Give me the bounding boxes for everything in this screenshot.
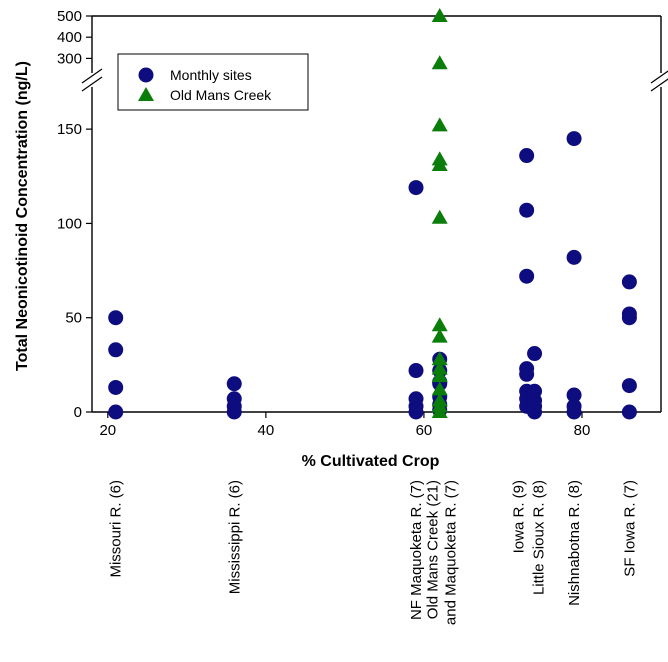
- x-tick-label: 20: [99, 422, 116, 439]
- legend: Monthly sites Old Mans Creek: [117, 53, 309, 111]
- axis-break-left: [81, 68, 103, 92]
- y-tick-label: 150: [57, 121, 82, 138]
- x-tick-label: 40: [258, 422, 275, 439]
- axes: [81, 15, 668, 413]
- y-tick-label: 300: [57, 50, 82, 67]
- legend-old-mans-creek-marker: [138, 87, 154, 101]
- site-label: Iowa R. (9): [511, 480, 528, 553]
- monthly-site-point: [527, 346, 543, 362]
- old-mans-creek-point: [431, 8, 448, 22]
- monthly-site-point: [519, 268, 535, 284]
- old-mans-creek-point: [431, 351, 448, 366]
- monthly-site-point: [621, 378, 637, 394]
- monthly-site-point: [108, 310, 124, 326]
- old-mans-creek-point: [431, 368, 448, 383]
- legend-label: Old Mans Creek: [170, 87, 272, 103]
- legend-label: Monthly sites: [170, 67, 252, 83]
- old-mans-creek-point: [431, 209, 448, 224]
- monthly-site-point: [226, 376, 242, 392]
- y-tick-label: 500: [57, 8, 82, 25]
- monthly-site-point: [408, 391, 424, 407]
- monthly-site-point: [226, 391, 242, 407]
- y-tick-label: 100: [57, 215, 82, 232]
- y-tick-label: 400: [57, 29, 82, 46]
- monthly-site-point: [621, 274, 637, 290]
- old-mans-creek-point: [431, 55, 448, 70]
- old-mans-creek-point: [431, 151, 448, 166]
- monthly-site-point: [108, 342, 124, 358]
- tick-group: 20 40 60 80 0 50 100 150 300 400 500: [57, 8, 590, 439]
- site-label: Mississippi R. (6): [226, 480, 243, 594]
- monthly-site-point: [408, 180, 424, 196]
- y-axis-label: Total Neonicotinoid Concentration (ng/L): [14, 61, 31, 371]
- monthly-site-point: [566, 131, 582, 147]
- site-labels: Missouri R. (6) Mississippi R. (6) NF Maqu…: [108, 480, 639, 625]
- x-tick-label: 60: [416, 422, 433, 439]
- monthly-site-point: [527, 383, 543, 399]
- site-label: and Maquoketa R. (7): [443, 480, 460, 625]
- y-tick-label: 0: [74, 404, 82, 421]
- y-tick-label: 50: [65, 310, 82, 327]
- old-mans-creek-point: [431, 317, 448, 332]
- legend-monthly-marker: [138, 67, 154, 83]
- site-label: Nishnabotna R. (8): [566, 480, 583, 606]
- data-points: [108, 8, 637, 420]
- site-label: NF Maquoketa R. (7): [408, 480, 425, 620]
- monthly-site-point: [621, 404, 637, 420]
- x-tick-label: 80: [574, 422, 591, 439]
- monthly-site-point: [519, 361, 535, 377]
- monthly-site-point: [519, 202, 535, 218]
- old-mans-creek-point: [431, 328, 448, 343]
- old-mans-creek-point: [431, 360, 448, 375]
- monthly-site-point: [566, 249, 582, 265]
- monthly-site-point: [566, 387, 582, 403]
- monthly-site-point: [408, 363, 424, 379]
- site-label: Old Mans Creek (21): [425, 480, 442, 619]
- old-mans-creek-point: [431, 392, 448, 407]
- site-label: Missouri R. (6): [108, 480, 125, 578]
- old-mans-creek-point: [431, 381, 448, 396]
- monthly-site-point: [566, 398, 582, 414]
- old-mans-creek-point: [431, 117, 448, 132]
- monthly-site-point: [108, 404, 124, 420]
- site-label: Little Sioux R. (8): [531, 480, 548, 595]
- axis-break-right: [650, 70, 668, 92]
- monthly-site-point: [108, 379, 124, 395]
- monthly-site-point: [519, 148, 535, 164]
- site-label: SF Iowa R. (7): [621, 480, 638, 577]
- monthly-site-point: [621, 306, 637, 322]
- x-axis-label: % Cultivated Crop: [302, 453, 440, 470]
